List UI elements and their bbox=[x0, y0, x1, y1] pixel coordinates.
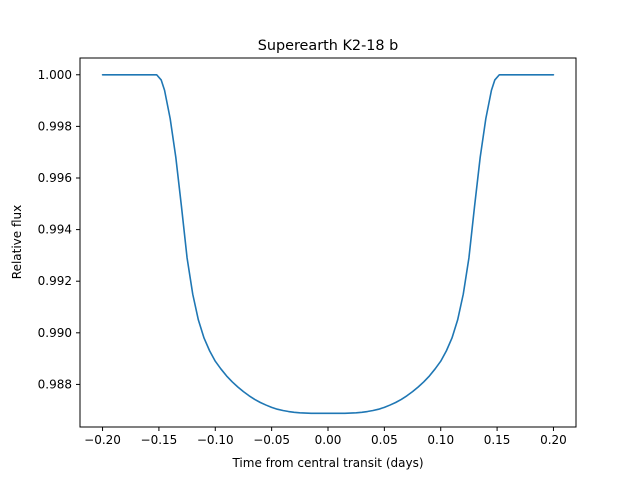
x-tick-label: −0.05 bbox=[253, 433, 290, 447]
x-tick-label: 0.10 bbox=[427, 433, 454, 447]
series-layer bbox=[101, 73, 555, 415]
x-tick-label: −0.20 bbox=[84, 433, 121, 447]
chart-title: Superearth K2-18 b bbox=[258, 38, 399, 54]
y-tick-label: 0.994 bbox=[38, 223, 72, 237]
x-tick-label: 0.00 bbox=[315, 433, 342, 447]
y-tick-label: 0.990 bbox=[38, 326, 72, 340]
x-axis-ticks: −0.20 −0.15 −0.10 −0.05 0.00 0.05 0.10 0.15 0.20 bbox=[84, 427, 567, 447]
y-tick-label: 0.998 bbox=[38, 119, 72, 133]
plot-area-frame bbox=[79, 57, 577, 428]
y-axis-label: Relative flux bbox=[10, 205, 24, 279]
x-tick-label: 0.05 bbox=[371, 433, 398, 447]
x-tick-label: 0.15 bbox=[484, 433, 511, 447]
transit-light-curve-line bbox=[101, 73, 555, 415]
y-tick-label: 0.996 bbox=[38, 171, 72, 185]
y-tick-label: 0.992 bbox=[38, 274, 72, 288]
y-tick-label: 1.000 bbox=[38, 68, 72, 82]
x-tick-label: 0.20 bbox=[540, 433, 567, 447]
y-tick-label: 0.988 bbox=[38, 377, 72, 391]
x-tick-label: −0.10 bbox=[197, 433, 234, 447]
x-tick-label: −0.15 bbox=[141, 433, 178, 447]
y-axis-ticks: 0.988 0.990 0.992 0.994 0.996 0.998 1.000 bbox=[38, 68, 80, 391]
x-axis-label: Time from central transit (days) bbox=[231, 456, 423, 470]
